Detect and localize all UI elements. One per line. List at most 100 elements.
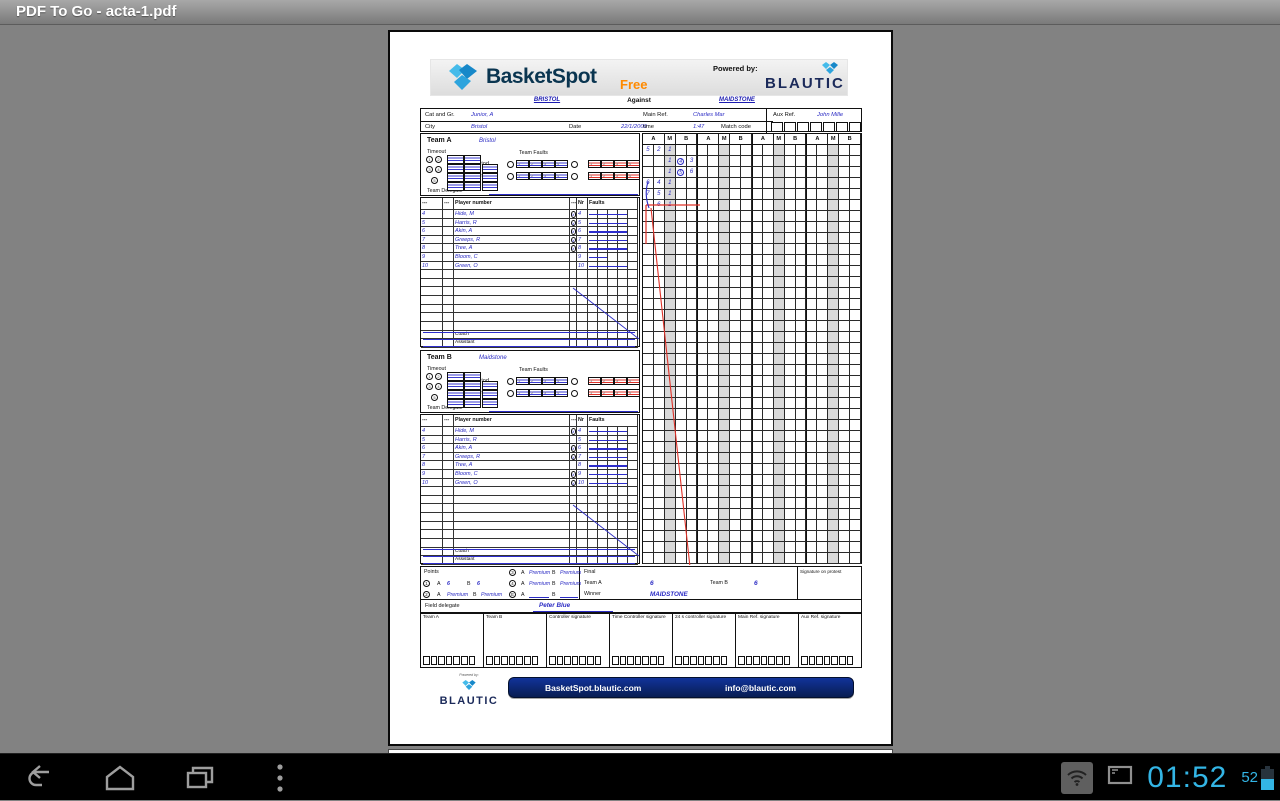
fault-cell xyxy=(618,470,629,479)
cell-digit: 1 xyxy=(590,390,593,395)
score-cell xyxy=(762,277,774,289)
score-cell xyxy=(795,310,807,322)
player-nr xyxy=(577,556,588,565)
score-cell xyxy=(828,266,840,278)
player-license xyxy=(443,321,454,331)
score-cell xyxy=(850,288,861,300)
score-cell xyxy=(730,189,742,201)
score-cell xyxy=(762,321,774,333)
player-license xyxy=(443,470,454,479)
score-cell xyxy=(762,530,774,542)
signature-box: Aux Ref. signature xyxy=(799,614,861,667)
player-name: Harris, R xyxy=(454,218,570,228)
score-cell xyxy=(839,508,851,520)
fault-cell xyxy=(588,521,599,531)
score-cell xyxy=(719,409,731,421)
fault-cell xyxy=(598,270,609,279)
player-nr xyxy=(577,513,588,522)
score-cell xyxy=(839,211,851,223)
pdf-viewport[interactable]: BasketSpot Free Powered by: BLAUTIC BRIS… xyxy=(0,25,1280,754)
signature-code-row xyxy=(612,656,665,665)
footer-link-bar: BasketSpot.blautic.com info@blautic.com xyxy=(508,677,854,698)
score-cell xyxy=(719,222,731,234)
mark-cell: 4 xyxy=(555,160,568,168)
score-cell xyxy=(741,453,752,465)
signature-code-row xyxy=(486,656,539,665)
player-nr xyxy=(577,339,588,348)
player-name: Assistant xyxy=(454,556,570,565)
signature-code-cell xyxy=(657,656,665,665)
player-nr: 9 xyxy=(577,470,588,479)
header-cell: --- xyxy=(570,198,577,210)
mark-cell xyxy=(482,173,498,182)
player-sub-cell: x xyxy=(570,235,577,245)
score-cell xyxy=(697,310,709,322)
player-license xyxy=(443,487,454,496)
score-cell xyxy=(806,442,818,454)
mark-cell: 2 xyxy=(601,389,614,397)
cell-digit: 2 xyxy=(531,378,534,383)
score-cell xyxy=(653,519,665,531)
score-cell xyxy=(675,376,687,388)
score-cell xyxy=(686,321,698,333)
score-cell xyxy=(751,519,763,531)
score-cell xyxy=(795,167,807,179)
score-cell xyxy=(675,486,687,498)
mark-cell: 3 xyxy=(614,160,627,168)
score-cell xyxy=(653,266,665,278)
score-cell xyxy=(806,266,818,278)
score-cell xyxy=(828,464,840,476)
score-cell xyxy=(806,255,818,267)
cell-digit: 1 xyxy=(590,161,593,166)
score-cell xyxy=(708,365,720,377)
menu-button[interactable] xyxy=(258,760,302,796)
signature-code-cell xyxy=(468,656,476,665)
score-cell xyxy=(697,211,709,223)
pdf-page[interactable]: BasketSpot Free Powered by: BLAUTIC BRIS… xyxy=(388,30,893,746)
score-cell xyxy=(719,508,731,520)
score-cell xyxy=(653,409,665,421)
score-cell xyxy=(751,233,763,245)
status-cluster[interactable]: 01:52 52 xyxy=(1061,754,1274,801)
grid-header-cell: A xyxy=(751,134,774,145)
score-cell xyxy=(839,156,851,168)
player-nr xyxy=(577,278,588,288)
player-row: 8 Tree, A 8 xyxy=(421,461,639,471)
score-cell: 1 xyxy=(664,189,676,201)
fault-cell xyxy=(628,461,639,471)
a-label: A xyxy=(521,570,525,576)
score-cell xyxy=(795,244,807,256)
main-ref-label: Main Ref. xyxy=(643,112,668,118)
player-name xyxy=(454,495,570,505)
player-no xyxy=(421,270,443,279)
cell-digit: 3 xyxy=(544,378,547,383)
score-cell xyxy=(708,189,720,201)
score-cell xyxy=(773,541,785,553)
footer-email-link[interactable]: info@blautic.com xyxy=(725,683,797,693)
score-cell xyxy=(653,222,665,234)
score-cell xyxy=(686,541,698,553)
back-button[interactable] xyxy=(18,760,62,796)
signature-code-cell xyxy=(508,656,516,665)
score-cell xyxy=(675,409,687,421)
home-button[interactable] xyxy=(98,760,142,796)
recent-apps-button[interactable] xyxy=(178,760,222,796)
score-cell xyxy=(741,178,752,190)
fault-cell xyxy=(588,504,599,514)
footer-site-link[interactable]: BasketSpot.blautic.com xyxy=(545,683,642,693)
player-no: 4 xyxy=(421,210,443,219)
fault-cell xyxy=(608,339,619,348)
score-cell xyxy=(751,189,763,201)
fault-cell xyxy=(618,461,629,471)
player-license xyxy=(443,270,454,279)
signature-code-cell xyxy=(531,656,539,665)
fault-cell xyxy=(628,261,639,271)
player-row: 10 Green, O 10 xyxy=(421,261,639,271)
pen-mark-cells: 1 2 3 4 xyxy=(516,172,568,180)
score-cell xyxy=(708,530,720,542)
mark-cell: 2 xyxy=(601,377,614,385)
score-cell xyxy=(708,255,720,267)
period-circle xyxy=(507,173,514,180)
